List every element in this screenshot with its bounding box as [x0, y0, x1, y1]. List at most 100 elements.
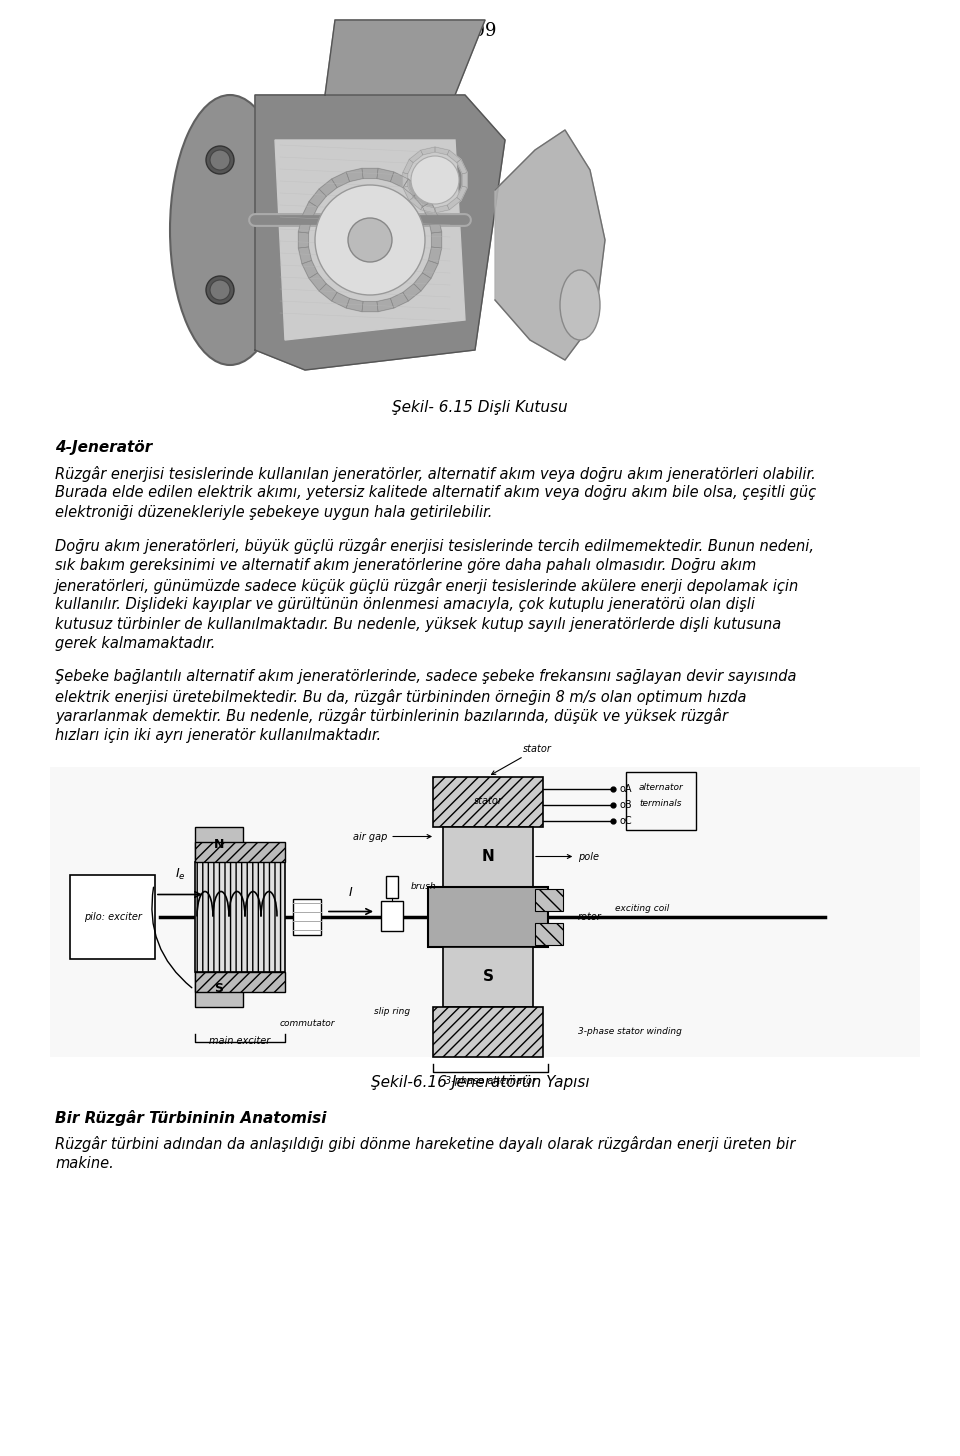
- Text: N: N: [482, 849, 494, 863]
- Text: stator: stator: [492, 744, 552, 775]
- Polygon shape: [377, 298, 394, 312]
- Ellipse shape: [210, 150, 230, 170]
- Polygon shape: [457, 159, 468, 173]
- Polygon shape: [422, 202, 438, 220]
- Polygon shape: [409, 198, 422, 210]
- Polygon shape: [362, 301, 378, 312]
- Polygon shape: [403, 159, 413, 173]
- Text: kullanılır. Dişlideki kayıplar ve gürültünün önlenmesi amacıyla, çok kutuplu jen: kullanılır. Dişlideki kayıplar ve gürült…: [55, 597, 755, 612]
- Polygon shape: [435, 147, 449, 154]
- Bar: [195, 827, 243, 862]
- Text: Şebeke bağlantılı alternatif akım jeneratörlerinde, sadece şebeke frekansını sağ: Şebeke bağlantılı alternatif akım jenera…: [55, 670, 797, 684]
- Text: kutusuz türbinler de kullanılmaktadır. Bu nedenle, yüksek kutup sayılı jeneratör: kutusuz türbinler de kullanılmaktadır. B…: [55, 616, 781, 632]
- Text: Bir Rüzgâr Türbininin Anatomisi: Bir Rüzgâr Türbininin Anatomisi: [55, 1111, 326, 1127]
- Polygon shape: [319, 284, 337, 301]
- Circle shape: [315, 185, 425, 296]
- Text: pilo: exciter: pilo: exciter: [84, 911, 141, 922]
- Polygon shape: [332, 172, 349, 188]
- Text: main exciter: main exciter: [209, 1037, 271, 1047]
- Polygon shape: [302, 202, 318, 220]
- Ellipse shape: [210, 280, 230, 300]
- Text: hızları için iki ayrı jeneratör kullanılmaktadır.: hızları için iki ayrı jeneratör kullanıl…: [55, 728, 381, 743]
- Circle shape: [348, 218, 392, 262]
- Text: Şekil- 6.15 Dişli Kutusu: Şekil- 6.15 Dişli Kutusu: [393, 400, 567, 415]
- Polygon shape: [432, 232, 442, 248]
- Polygon shape: [309, 189, 326, 207]
- Polygon shape: [422, 261, 438, 278]
- Text: Rüzgâr enerjisi tesislerinde kullanılan jeneratörler, alternatif akım veya doğru: Rüzgâr enerjisi tesislerinde kullanılan …: [55, 466, 816, 482]
- Bar: [433, 1006, 543, 1057]
- Text: I: I: [349, 885, 353, 898]
- Polygon shape: [403, 173, 408, 188]
- Bar: [443, 827, 533, 887]
- Ellipse shape: [206, 146, 234, 175]
- Polygon shape: [309, 272, 326, 291]
- Text: S: S: [214, 983, 224, 996]
- Text: pole: pole: [536, 852, 599, 862]
- Polygon shape: [420, 147, 435, 154]
- Text: N: N: [214, 837, 225, 850]
- Polygon shape: [362, 169, 378, 179]
- Text: air gap: air gap: [353, 831, 431, 842]
- Polygon shape: [428, 248, 442, 264]
- Text: makine.: makine.: [55, 1156, 113, 1171]
- Polygon shape: [409, 150, 422, 163]
- Polygon shape: [347, 169, 363, 182]
- Polygon shape: [403, 186, 413, 201]
- Text: elektroniği düzenekleriyle şebekeye uygun hala getirilebilir.: elektroniği düzenekleriyle şebekeye uygu…: [55, 505, 492, 520]
- Text: commutator: commutator: [279, 1019, 335, 1028]
- Polygon shape: [447, 198, 461, 210]
- Polygon shape: [377, 169, 394, 182]
- Ellipse shape: [206, 277, 234, 304]
- Text: oA: oA: [620, 783, 633, 794]
- Bar: [428, 887, 548, 946]
- Text: $I_e$: $I_e$: [175, 868, 185, 882]
- Polygon shape: [299, 217, 311, 233]
- Text: Rüzgâr türbini adından da anlaşıldığı gibi dönme hareketine dayalı olarak rüzgâr: Rüzgâr türbini adından da anlaşıldığı gi…: [55, 1137, 796, 1153]
- Polygon shape: [391, 293, 408, 309]
- Polygon shape: [447, 150, 461, 163]
- Text: rotor: rotor: [578, 911, 602, 922]
- Text: jeneratörleri, günümüzde sadece küçük güçlü rüzgâr enerji tesislerinde akülere e: jeneratörleri, günümüzde sadece küçük gü…: [55, 578, 800, 594]
- Bar: [535, 923, 563, 945]
- Bar: [443, 946, 533, 1006]
- Bar: [433, 776, 543, 827]
- Ellipse shape: [560, 269, 600, 341]
- Polygon shape: [275, 140, 465, 341]
- Text: stator: stator: [473, 796, 502, 807]
- Bar: [195, 862, 285, 971]
- Text: Burada elde edilen elektrik akımı, yetersiz kalitede alternatif akım veya doğru : Burada elde edilen elektrik akımı, yeter…: [55, 485, 816, 501]
- Bar: [50, 766, 920, 1057]
- Bar: [195, 971, 243, 1006]
- Bar: [381, 900, 403, 930]
- Polygon shape: [302, 261, 318, 278]
- Polygon shape: [420, 205, 435, 213]
- Text: sık bakım gereksinimi ve alternatif akım jeneratörlerine göre daha pahalı olması: sık bakım gereksinimi ve alternatif akım…: [55, 558, 756, 574]
- Polygon shape: [414, 189, 431, 207]
- Text: Doğru akım jeneratörleri, büyük güçlü rüzgâr enerjisi tesislerinde tercih edilme: Doğru akım jeneratörleri, büyük güçlü rü…: [55, 539, 814, 555]
- Text: 3-phase alternator: 3-phase alternator: [445, 1076, 536, 1086]
- Text: brush: brush: [411, 882, 437, 891]
- Bar: [535, 888, 563, 910]
- Polygon shape: [428, 217, 442, 233]
- Text: 3-phase stator winding: 3-phase stator winding: [578, 1026, 682, 1037]
- Text: 109: 109: [463, 22, 497, 39]
- Text: 4-Jeneratör: 4-Jeneratör: [55, 440, 153, 454]
- Bar: [70, 875, 155, 958]
- Polygon shape: [435, 205, 449, 213]
- Polygon shape: [325, 20, 485, 95]
- Text: exciting coil: exciting coil: [615, 904, 669, 913]
- Polygon shape: [457, 186, 468, 201]
- Bar: [626, 772, 696, 830]
- Text: slip ring: slip ring: [374, 1008, 410, 1016]
- Polygon shape: [347, 298, 363, 312]
- Polygon shape: [403, 179, 420, 197]
- Bar: [293, 898, 321, 935]
- Polygon shape: [299, 232, 308, 248]
- Polygon shape: [391, 172, 408, 188]
- Text: Şekil-6.16 Jeneratörün Yapısı: Şekil-6.16 Jeneratörün Yapısı: [371, 1075, 589, 1089]
- Polygon shape: [255, 95, 505, 370]
- Text: yararlanmak demektir. Bu nedenle, rüzgâr türbinlerinin bazılarında, düşük ve yük: yararlanmak demektir. Bu nedenle, rüzgâr…: [55, 709, 728, 725]
- Text: S: S: [483, 970, 493, 984]
- Polygon shape: [332, 293, 349, 309]
